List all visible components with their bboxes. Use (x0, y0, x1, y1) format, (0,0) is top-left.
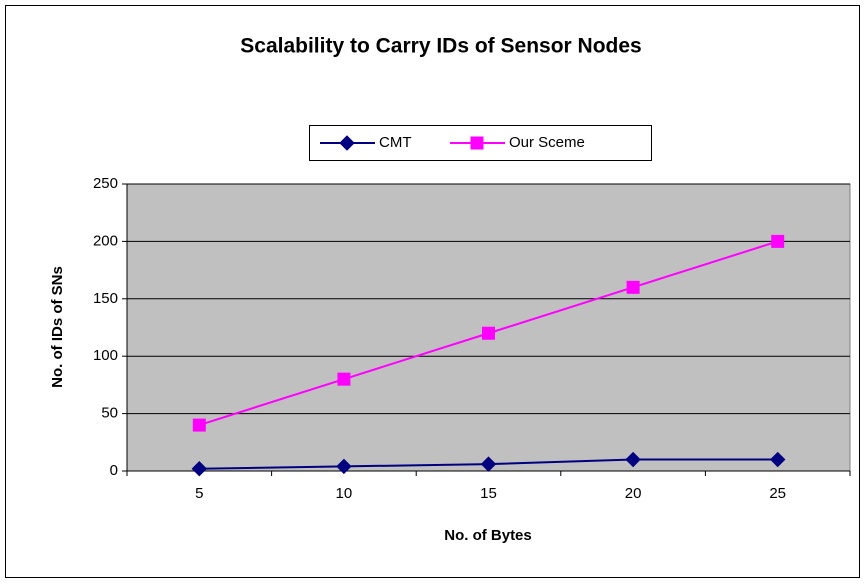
data-point (482, 326, 495, 340)
x-tick-label: 20 (625, 485, 642, 502)
data-point (192, 418, 206, 432)
x-tick-label: 25 (769, 485, 786, 502)
data-point (336, 458, 352, 475)
y-tick-label: 150 (93, 290, 118, 307)
y-tick-label: 50 (101, 405, 118, 422)
data-point (626, 280, 640, 294)
x-tick-label: 10 (336, 485, 353, 502)
data-point (771, 234, 785, 248)
x-tick-label: 15 (480, 485, 497, 502)
y-tick-label: 200 (93, 232, 118, 249)
y-tick-label: 100 (93, 347, 118, 364)
chart-title: Scalability to Carry IDs of Sensor Nodes (240, 35, 641, 58)
x-axis-label: No. of Bytes (444, 527, 532, 544)
data-point (191, 460, 208, 477)
y-axis-label: No. of IDs of SNs (49, 266, 66, 388)
data-point (625, 451, 641, 468)
legend-marker (470, 136, 484, 150)
legend-label: Our Sceme (509, 134, 585, 151)
y-tick-label: 0 (110, 462, 118, 479)
data-point (769, 451, 786, 468)
x-tick-label: 5 (195, 485, 203, 502)
data-point (337, 372, 351, 386)
legend-label: CMT (379, 134, 412, 151)
legend-marker (339, 135, 355, 151)
data-point (480, 456, 497, 472)
y-tick-label: 250 (93, 175, 118, 192)
